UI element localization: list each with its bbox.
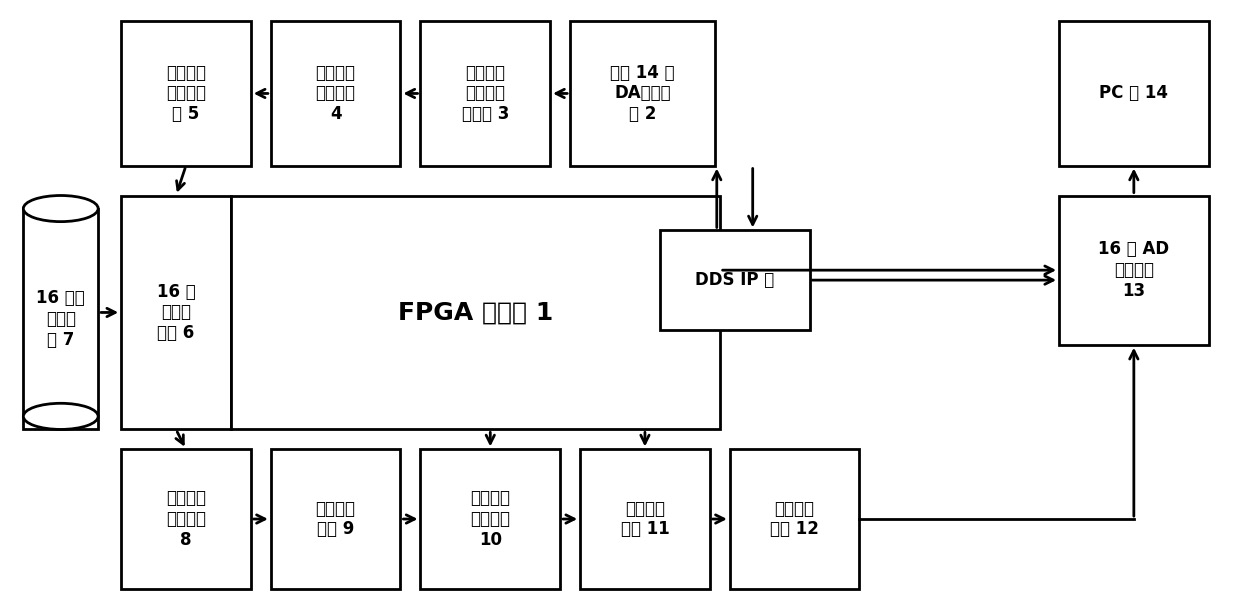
Bar bbox=[730, 450, 859, 589]
Text: 电压幅信
调节电路
4: 电压幅信 调节电路 4 bbox=[316, 63, 356, 123]
Text: 16 位 AD
转换电路
13: 16 位 AD 转换电路 13 bbox=[1099, 240, 1169, 300]
Text: 相敏解调
电路 12: 相敏解调 电路 12 bbox=[770, 500, 820, 539]
Ellipse shape bbox=[24, 195, 98, 221]
Text: FPGA 处理器 1: FPGA 处理器 1 bbox=[398, 301, 553, 325]
Bar bbox=[122, 450, 250, 589]
Text: 前置高通
滤波电路
8: 前置高通 滤波电路 8 bbox=[166, 489, 206, 549]
Bar bbox=[122, 21, 250, 166]
Text: PC 机 14: PC 机 14 bbox=[1100, 84, 1168, 102]
Text: 双路 14 位
DA转换电
路 2: 双路 14 位 DA转换电 路 2 bbox=[610, 63, 675, 123]
Bar bbox=[420, 21, 551, 166]
Text: 可变增益
放大电路
10: 可变增益 放大电路 10 bbox=[470, 489, 511, 549]
Bar bbox=[270, 21, 401, 166]
Bar bbox=[570, 21, 714, 166]
Text: 16 电极
物理模
型 7: 16 电极 物理模 型 7 bbox=[36, 289, 86, 349]
Text: 16 通
道多路
开关 6: 16 通 道多路 开关 6 bbox=[156, 282, 196, 342]
Bar bbox=[122, 195, 231, 429]
Bar bbox=[1059, 195, 1209, 345]
Bar bbox=[420, 450, 560, 589]
Bar bbox=[660, 231, 810, 330]
Text: 电压控制
电流源电
路 5: 电压控制 电流源电 路 5 bbox=[166, 63, 206, 123]
Text: 差分放大
电路 9: 差分放大 电路 9 bbox=[316, 500, 356, 539]
Bar bbox=[24, 209, 98, 429]
Bar bbox=[270, 450, 401, 589]
Ellipse shape bbox=[24, 403, 98, 429]
Text: 程控滤波
电路 11: 程控滤波 电路 11 bbox=[620, 500, 670, 539]
Bar bbox=[231, 195, 719, 429]
Bar bbox=[1059, 21, 1209, 166]
Text: 差分电流
至单端电
压电路 3: 差分电流 至单端电 压电路 3 bbox=[461, 63, 508, 123]
Text: DDS IP 核: DDS IP 核 bbox=[696, 271, 774, 289]
Bar bbox=[580, 450, 709, 589]
